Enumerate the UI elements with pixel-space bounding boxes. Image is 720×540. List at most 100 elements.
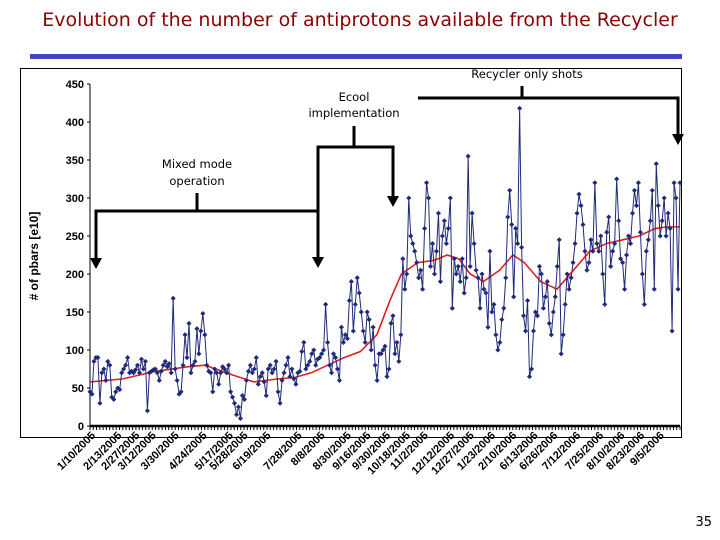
data-point: [497, 339, 503, 345]
data-point: [134, 362, 141, 368]
data-point: [564, 271, 570, 277]
data-point: [196, 351, 202, 357]
data-point: [568, 275, 574, 281]
data-point: [336, 377, 343, 383]
data-point: [457, 279, 463, 285]
data-point: [526, 374, 533, 380]
data-point: [200, 310, 206, 317]
data-point: [418, 267, 424, 273]
data-point: [170, 295, 176, 301]
data-point: [483, 290, 489, 296]
annotation-ecool-label-1: Ecool: [339, 90, 370, 104]
data-point: [95, 355, 101, 361]
data-point: [503, 275, 509, 281]
data-point: [461, 290, 467, 296]
data-point: [570, 260, 576, 266]
y-tick-label: 300: [66, 193, 84, 205]
data-point: [420, 286, 426, 292]
data-point: [588, 237, 594, 243]
data-point: [572, 241, 578, 247]
data-point: [495, 347, 501, 353]
data-point: [408, 233, 414, 239]
annotation-mixed-label-1: Mixed mode: [162, 157, 232, 171]
pbar-series-line: [89, 108, 681, 419]
data-point: [429, 241, 436, 247]
data-point: [301, 339, 307, 345]
data-point: [198, 328, 204, 334]
data-point: [629, 210, 636, 216]
data-point: [590, 248, 596, 254]
data-point: [117, 386, 123, 393]
data-point: [184, 355, 190, 361]
annotation-ecool-bracket: [316, 145, 395, 262]
data-point: [473, 267, 479, 273]
annotation-mixed-mode: Mixed mode operation: [90, 157, 320, 269]
data-point: [453, 271, 459, 277]
data-point: [471, 241, 477, 247]
annotation-recycler-bracket: [418, 96, 680, 140]
data-point: [610, 248, 616, 254]
data-point: [255, 381, 261, 387]
data-point: [665, 210, 671, 216]
data-point: [253, 355, 259, 361]
data-point: [305, 362, 311, 368]
data-point: [119, 370, 125, 376]
data-point: [616, 218, 622, 224]
data-point: [481, 286, 487, 292]
data-point: [224, 370, 230, 376]
data-point: [378, 351, 384, 357]
data-point: [439, 233, 445, 239]
data-point: [449, 305, 455, 311]
data-point: [451, 256, 457, 262]
data-point: [338, 324, 344, 330]
data-point: [166, 361, 172, 367]
data-point: [578, 203, 584, 209]
data-point: [368, 347, 374, 353]
data-point: [536, 263, 542, 269]
data-point: [669, 328, 675, 334]
data-point: [366, 317, 372, 323]
data-point: [287, 374, 293, 380]
data-point: [372, 362, 378, 368]
data-point: [311, 347, 317, 353]
y-tick-label: 450: [66, 79, 84, 91]
data-point: [319, 351, 325, 357]
data-point: [160, 362, 166, 368]
data-point: [546, 320, 552, 326]
data-point: [281, 370, 287, 376]
data-point: [269, 370, 275, 376]
data-point: [633, 203, 639, 209]
data-point: [600, 271, 606, 277]
data-point: [406, 195, 412, 201]
pbar-points-series: [87, 105, 683, 421]
data-point: [427, 263, 434, 269]
data-point: [643, 248, 649, 254]
data-point: [362, 339, 368, 345]
x-axis-ticks: 1/10/20052/13/20052/27/20053/12/20053/30…: [55, 426, 681, 477]
data-point: [602, 301, 608, 307]
data-point: [455, 263, 461, 269]
data-point: [334, 366, 341, 372]
data-point: [392, 351, 398, 357]
data-point: [103, 377, 109, 383]
data-point: [299, 348, 305, 355]
data-point: [661, 195, 667, 201]
data-point: [136, 370, 143, 376]
data-point: [194, 326, 200, 332]
data-point: [346, 298, 352, 304]
data-point: [645, 237, 651, 243]
data-point: [168, 370, 174, 376]
data-point: [606, 214, 612, 220]
data-point: [180, 362, 186, 368]
data-point: [241, 396, 247, 402]
data-point: [297, 368, 303, 374]
data-point: [550, 309, 556, 315]
data-point: [515, 241, 521, 247]
data-point: [552, 294, 558, 300]
y-tick-label: 350: [66, 155, 84, 167]
data-point: [384, 374, 390, 380]
data-point: [614, 176, 620, 182]
data-point: [566, 286, 572, 292]
title-underline-bar: [30, 54, 682, 59]
